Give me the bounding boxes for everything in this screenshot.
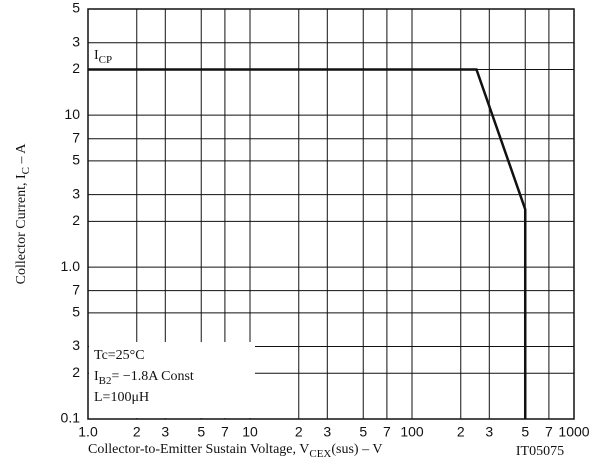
conditions-background [89, 342, 255, 418]
curve-label-part: I [94, 48, 99, 63]
x-tick-label: 7 [221, 424, 229, 440]
y-axis-label-part: – A [14, 143, 29, 167]
x-axis-label-part: (sus) – V [331, 442, 382, 457]
curve [88, 68, 527, 419]
y-axis-label: Collector Current, IC – A [14, 143, 31, 285]
figure-code: IT05075 [516, 444, 564, 459]
x-tick-label: 100 [400, 424, 424, 440]
y-tick-label: 5 [72, 152, 80, 168]
condition-text: L=100μH [94, 390, 149, 405]
x-axis-label-part: Collector-to-Emitter Sustain Voltage, V [88, 442, 309, 457]
condition-text: IB2= −1.8A Const [94, 369, 194, 386]
x-tick-label: 5 [359, 424, 367, 440]
y-tick-label: 2 [72, 60, 80, 76]
y-tick-label: 3 [72, 185, 80, 201]
x-axis-label: Collector-to-Emitter Sustain Voltage, VC… [88, 442, 382, 459]
y-tick-label: 2 [72, 364, 80, 380]
x-tick-label: 2 [457, 424, 465, 440]
y-tick-label: 0.1 [61, 410, 81, 426]
x-tick-label: 2 [133, 424, 141, 440]
x-tick-label: 1000 [558, 424, 589, 440]
y-tick-label: 1.0 [61, 258, 81, 274]
condition-text: Tc=25°C [94, 348, 145, 363]
x-tick-label: 3 [485, 424, 493, 440]
x-tick-label: 7 [545, 424, 553, 440]
y-tick-label: 2 [72, 212, 80, 228]
y-tick-label: 10 [64, 106, 80, 122]
y-tick-label: 7 [72, 281, 80, 297]
x-tick-label: 1.0 [78, 424, 98, 440]
condition-text-part: L=100μH [94, 390, 149, 405]
y-tick-label: 7 [72, 129, 80, 145]
curve-label: ICP [94, 48, 112, 65]
x-tick-label: 10 [242, 424, 258, 440]
condition-text-part: Tc=25°C [94, 348, 145, 363]
y-tick-label: 5 [72, 0, 80, 16]
condition-text-part: I [94, 369, 99, 384]
y-tick-label: 3 [72, 33, 80, 49]
x-tick-label: 3 [323, 424, 331, 440]
x-tick-label: 7 [383, 424, 391, 440]
x-tick-label: 5 [521, 424, 529, 440]
y-axis-label-part: C [20, 167, 32, 174]
condition-text-part: = −1.8A Const [112, 369, 194, 384]
y-axis-label-part: Collector Current, I [14, 174, 29, 284]
label-background [89, 48, 135, 68]
y-tick-label: 5 [72, 304, 80, 320]
x-tick-label: 2 [295, 424, 303, 440]
x-tick-label: 3 [161, 424, 169, 440]
y-tick-label: 3 [72, 337, 80, 353]
x-axis-label-part: CEX [309, 448, 331, 460]
curve-label-part: CP [99, 54, 112, 66]
x-tick-label: 5 [197, 424, 205, 440]
condition-text-part: B2 [99, 375, 112, 387]
